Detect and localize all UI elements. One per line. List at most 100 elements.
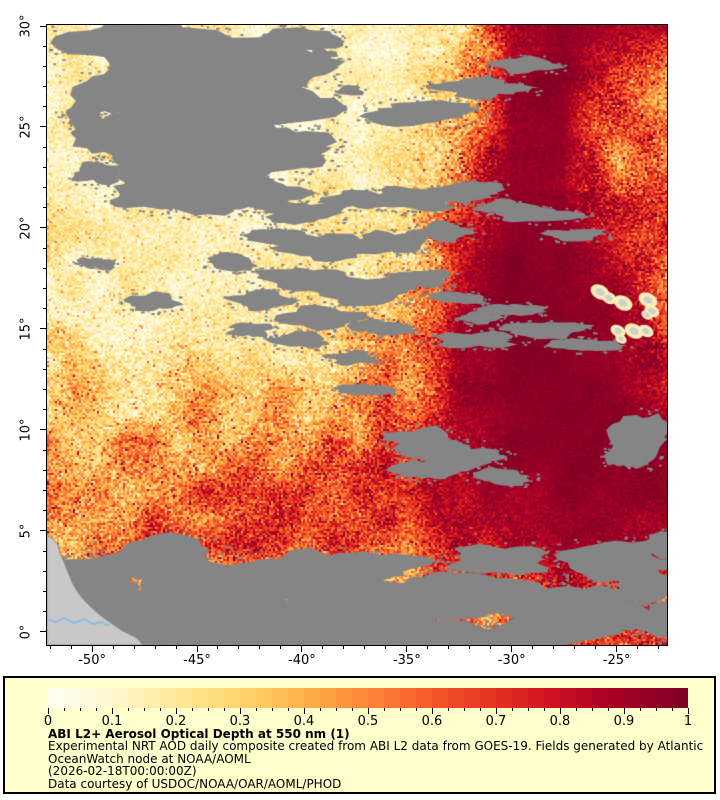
y-minor-tick bbox=[43, 267, 46, 269]
y-minor-tick bbox=[43, 65, 46, 67]
y-minor-tick bbox=[43, 45, 46, 47]
x-minor-tick bbox=[154, 646, 156, 649]
colorbar-step bbox=[592, 688, 608, 708]
colorbar-tick-label: 0.8 bbox=[549, 714, 571, 729]
colorbar-minor-tick bbox=[415, 708, 417, 711]
x-minor-tick bbox=[364, 646, 366, 649]
colorbar-step bbox=[448, 688, 464, 708]
legend-description-line: Experimental NRT AOD daily composite cre… bbox=[48, 739, 704, 754]
x-minor-tick bbox=[49, 646, 51, 649]
y-major-tick bbox=[40, 25, 46, 27]
colorbar-minor-tick bbox=[655, 708, 657, 711]
colorbar-step bbox=[464, 688, 480, 708]
y-minor-tick bbox=[43, 449, 46, 451]
x-minor-tick bbox=[469, 646, 471, 649]
colorbar-major-tick bbox=[303, 708, 305, 714]
colorbar-step bbox=[672, 688, 688, 708]
colorbar-tick-label: 0 bbox=[43, 714, 53, 729]
x-tick-label: -30° bbox=[497, 653, 526, 668]
y-major-tick bbox=[40, 227, 46, 229]
colorbar-tick-label: 0.9 bbox=[613, 714, 635, 729]
y-minor-tick bbox=[43, 550, 46, 552]
y-minor-tick bbox=[43, 590, 46, 592]
colorbar-step bbox=[128, 688, 144, 708]
x-minor-tick bbox=[532, 646, 534, 649]
y-tick-label: 5° bbox=[18, 523, 34, 539]
colorbar-step bbox=[544, 688, 560, 708]
y-minor-tick bbox=[43, 166, 46, 168]
colorbar-step bbox=[384, 688, 400, 708]
colorbar-minor-tick bbox=[287, 708, 289, 711]
x-minor-tick bbox=[175, 646, 177, 649]
x-minor-tick bbox=[553, 646, 555, 649]
colorbar-tick-label: 0.2 bbox=[165, 714, 187, 729]
aod-heatmap-canvas bbox=[47, 25, 667, 645]
colorbar-major-tick bbox=[367, 708, 369, 714]
colorbar-minor-tick bbox=[335, 708, 337, 711]
y-major-tick bbox=[40, 530, 46, 532]
colorbar-minor-tick bbox=[479, 708, 481, 711]
colorbar-minor-tick bbox=[527, 708, 529, 711]
x-tick-label: -45° bbox=[183, 653, 211, 668]
colorbar-minor-tick bbox=[159, 708, 161, 711]
y-minor-tick bbox=[43, 409, 46, 411]
colorbar-tick-label: 0.1 bbox=[101, 714, 123, 729]
y-tick-label: 30° bbox=[18, 14, 34, 38]
x-minor-tick bbox=[343, 646, 345, 649]
colorbar-minor-tick bbox=[543, 708, 545, 711]
colorbar-step bbox=[64, 688, 80, 708]
colorbar-step bbox=[576, 688, 592, 708]
colorbar-major-tick bbox=[495, 708, 497, 714]
y-minor-tick bbox=[43, 469, 46, 471]
colorbar-minor-tick bbox=[575, 708, 577, 711]
x-tick-label: -25° bbox=[602, 653, 631, 668]
y-minor-tick bbox=[43, 368, 46, 370]
colorbar-minor-tick bbox=[127, 708, 129, 711]
x-minor-tick bbox=[322, 646, 324, 649]
x-minor-tick bbox=[658, 646, 660, 649]
colorbar-step bbox=[176, 688, 192, 708]
colorbar-tick-label: 0.4 bbox=[293, 714, 315, 729]
x-minor-tick bbox=[574, 646, 576, 649]
colorbar-minor-tick bbox=[383, 708, 385, 711]
colorbar-step bbox=[320, 688, 336, 708]
colorbar-major-tick bbox=[559, 708, 561, 714]
y-tick-label: 15° bbox=[18, 317, 34, 341]
colorbar-minor-tick bbox=[207, 708, 209, 711]
y-major-tick bbox=[40, 429, 46, 431]
x-minor-tick bbox=[280, 646, 282, 649]
x-major-tick bbox=[91, 646, 93, 652]
y-minor-tick bbox=[43, 308, 46, 310]
colorbar-step bbox=[240, 688, 256, 708]
x-minor-tick bbox=[259, 646, 261, 649]
x-tick-label: -40° bbox=[288, 653, 316, 668]
colorbar-step bbox=[272, 688, 288, 708]
colorbar-step bbox=[656, 688, 672, 708]
x-major-tick bbox=[196, 646, 198, 652]
colorbar-tick-label: 0.3 bbox=[229, 714, 251, 729]
x-minor-tick bbox=[490, 646, 492, 649]
x-minor-tick bbox=[217, 646, 219, 649]
legend-description-line: (2026-02-18T00:00:00Z) bbox=[48, 764, 197, 779]
x-major-tick bbox=[301, 646, 303, 652]
colorbar-step bbox=[256, 688, 272, 708]
y-tick-label: 10° bbox=[18, 418, 34, 442]
y-major-tick bbox=[40, 328, 46, 330]
x-minor-tick bbox=[385, 646, 387, 649]
colorbar-minor-tick bbox=[63, 708, 65, 711]
y-minor-tick bbox=[43, 106, 46, 108]
colorbar-major-tick bbox=[111, 708, 113, 714]
y-tick-label: 20° bbox=[18, 216, 34, 240]
x-minor-tick bbox=[427, 646, 429, 649]
y-minor-tick bbox=[43, 207, 46, 209]
colorbar-major-tick bbox=[175, 708, 177, 714]
colorbar-step bbox=[624, 688, 640, 708]
colorbar-major-tick bbox=[623, 708, 625, 714]
y-minor-tick bbox=[43, 247, 46, 249]
x-minor-tick bbox=[112, 646, 114, 649]
colorbar-step bbox=[416, 688, 432, 708]
colorbar-step bbox=[304, 688, 320, 708]
y-minor-tick bbox=[43, 187, 46, 189]
colorbar-step bbox=[112, 688, 128, 708]
